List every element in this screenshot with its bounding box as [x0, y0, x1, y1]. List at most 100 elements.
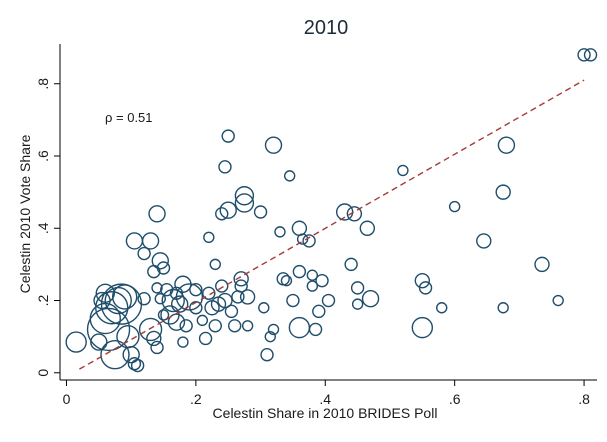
data-point: [175, 283, 204, 311]
y-tick-label: .4: [35, 222, 51, 234]
data-point: [234, 186, 255, 206]
data-point: [344, 257, 358, 272]
y-tick-label: .6: [35, 150, 51, 162]
data-point: [267, 323, 280, 336]
data-point: [577, 48, 591, 62]
data-point: [552, 294, 564, 307]
data-point: [224, 304, 239, 319]
data-point: [359, 220, 376, 236]
x-tick-label: 0: [63, 391, 71, 407]
data-point: [95, 291, 129, 325]
data-point: [154, 293, 166, 305]
x-tick-label: .8: [578, 391, 590, 407]
data-point: [306, 280, 319, 292]
x-tick-label: .6: [449, 391, 461, 407]
data-point: [127, 357, 142, 371]
x-axis-title: Celestin Share in 2010 BRIDES Poll: [213, 405, 438, 421]
data-point: [346, 206, 363, 222]
data-point: [253, 205, 268, 219]
data-point: [156, 261, 171, 275]
data-point: [161, 288, 185, 313]
data-point: [130, 358, 145, 373]
data-point: [137, 292, 151, 306]
data-point: [308, 322, 323, 337]
data-point: [260, 348, 274, 362]
data-point: [148, 205, 166, 223]
data-point: [476, 233, 492, 249]
data-point: [177, 336, 189, 348]
data-point: [264, 136, 283, 154]
data-point: [146, 330, 162, 347]
data-point: [264, 330, 276, 343]
y-tick-label: .2: [35, 294, 51, 306]
data-point: [217, 292, 233, 309]
data-point: [209, 258, 221, 271]
data-point: [196, 314, 209, 327]
plot-area: 0 .2 .4 .6 .8 0 .2 .4 .6 .8: [35, 44, 598, 407]
data-point: [286, 293, 300, 308]
data-point: [179, 319, 193, 333]
data-point: [202, 286, 216, 300]
data-point: [122, 346, 140, 364]
chart-title: 2010: [304, 17, 349, 39]
data-point: [203, 231, 215, 243]
data-point: [215, 207, 229, 221]
data-point: [283, 170, 296, 182]
data-point: [280, 274, 293, 287]
data-point: [497, 136, 516, 154]
data-point: [198, 331, 213, 346]
data-point: [534, 256, 550, 273]
data-point: [234, 279, 248, 293]
data-point: [315, 273, 329, 288]
data-point: [215, 279, 229, 293]
data-point: [495, 184, 511, 200]
data-point: [157, 309, 170, 321]
data-point: [418, 281, 433, 295]
data-point: [233, 271, 249, 287]
data-point: [258, 302, 270, 314]
data-point: [361, 290, 380, 308]
data-point: [90, 333, 108, 351]
data-point: [583, 48, 598, 62]
data-point: [411, 316, 434, 339]
data-point: [321, 293, 336, 308]
data-point: [137, 246, 151, 261]
data-point: [141, 232, 160, 250]
data-point: [306, 269, 319, 281]
data-point: [302, 234, 316, 248]
x-tick-label: .2: [190, 391, 202, 407]
data-point: [150, 340, 164, 355]
data-point: [241, 320, 254, 332]
data-point: [227, 319, 242, 333]
data-point: [111, 284, 138, 310]
data-point: [397, 164, 409, 177]
data-point: [497, 302, 509, 314]
data-point: [448, 200, 461, 213]
data-point: [151, 252, 169, 270]
correlation-annotation: ρ = 0.51: [105, 110, 153, 125]
data-point: [239, 289, 256, 305]
y-tick-label: .8: [35, 78, 51, 90]
data-point: [436, 302, 448, 314]
data-point: [100, 340, 130, 370]
data-point: [351, 298, 364, 310]
data-point: [292, 264, 307, 279]
data-point: [218, 160, 232, 174]
data-point: [221, 129, 235, 143]
data-point: [219, 201, 237, 219]
data-point: [151, 282, 163, 294]
fit-line: [79, 79, 585, 370]
data-point: [350, 281, 365, 295]
data-point: [189, 282, 203, 297]
y-tick-label: 0: [35, 369, 51, 377]
data-point: [65, 331, 87, 353]
data-point: [414, 272, 431, 289]
data-point: [138, 317, 163, 342]
x-tick-label: .4: [319, 391, 331, 407]
data-point: [312, 304, 326, 319]
y-axis-title: Celestin 2010 Vote Share: [17, 134, 33, 293]
data-point: [234, 193, 255, 213]
data-point: [274, 226, 286, 238]
